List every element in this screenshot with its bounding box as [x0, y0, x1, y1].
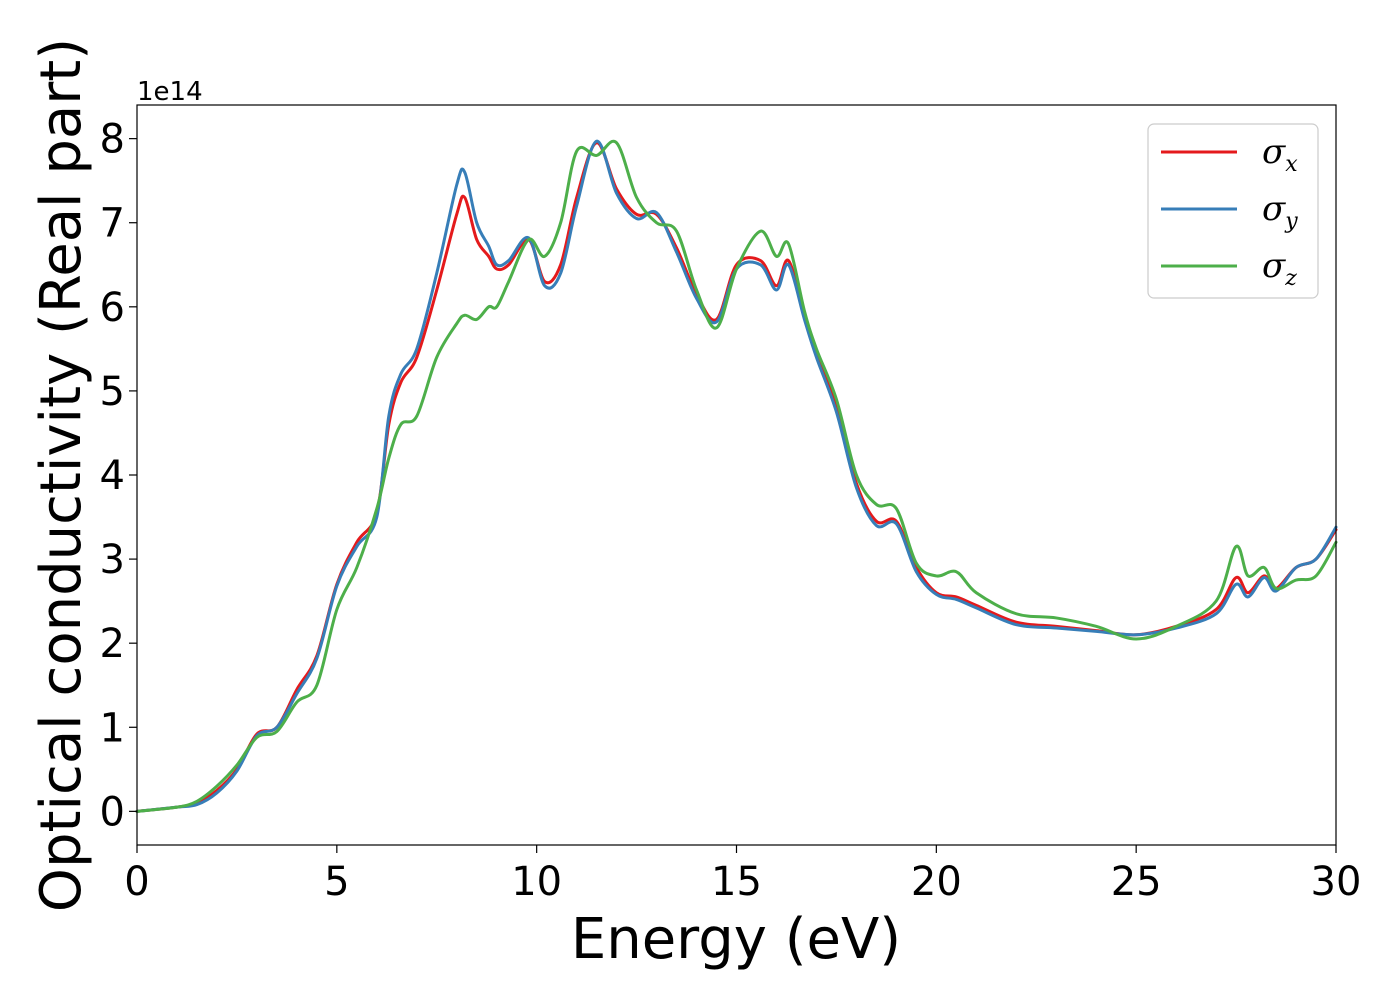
y-tick-label: 4 — [100, 453, 125, 499]
y-tick-label: 8 — [100, 117, 125, 163]
legend-label-z: σz — [1262, 246, 1297, 291]
y-tick-label: 2 — [100, 621, 125, 667]
series-line-z — [135, 139, 1338, 813]
y-offset-label: 1e14 — [137, 77, 203, 107]
series-layer — [135, 139, 1338, 813]
y-tick-label: 7 — [100, 201, 125, 247]
x-tick-label: 5 — [324, 859, 349, 905]
x-tick-label: 20 — [911, 859, 962, 905]
x-axis-label: Energy (eV) — [571, 907, 901, 972]
x-tick-label: 0 — [124, 859, 149, 905]
series-line-y — [135, 139, 1338, 813]
legend: σx σy σz — [1147, 123, 1319, 299]
legend-box — [1147, 123, 1319, 299]
legend-label-x: σx — [1262, 132, 1298, 177]
y-tick-label: 6 — [100, 285, 125, 331]
y-axis-label: Optical conductivity (Real part) — [29, 38, 94, 912]
y-tick-label: 5 — [100, 369, 125, 415]
x-tick-label: 10 — [511, 859, 562, 905]
legend-entries: σx σy σz — [1161, 132, 1298, 291]
y-tick-label: 0 — [100, 789, 125, 835]
x-tick-label: 30 — [1311, 859, 1362, 905]
x-tick-label: 25 — [1111, 859, 1162, 905]
y-axis-ticks: 0 1 2 3 4 5 6 7 8 — [100, 117, 137, 835]
y-tick-label: 3 — [100, 537, 125, 583]
y-tick-label: 1 — [100, 705, 125, 751]
legend-label-y: σy — [1262, 189, 1298, 234]
x-tick-label: 15 — [711, 859, 762, 905]
x-axis-ticks: 0 5 10 15 20 25 30 — [124, 845, 1361, 905]
